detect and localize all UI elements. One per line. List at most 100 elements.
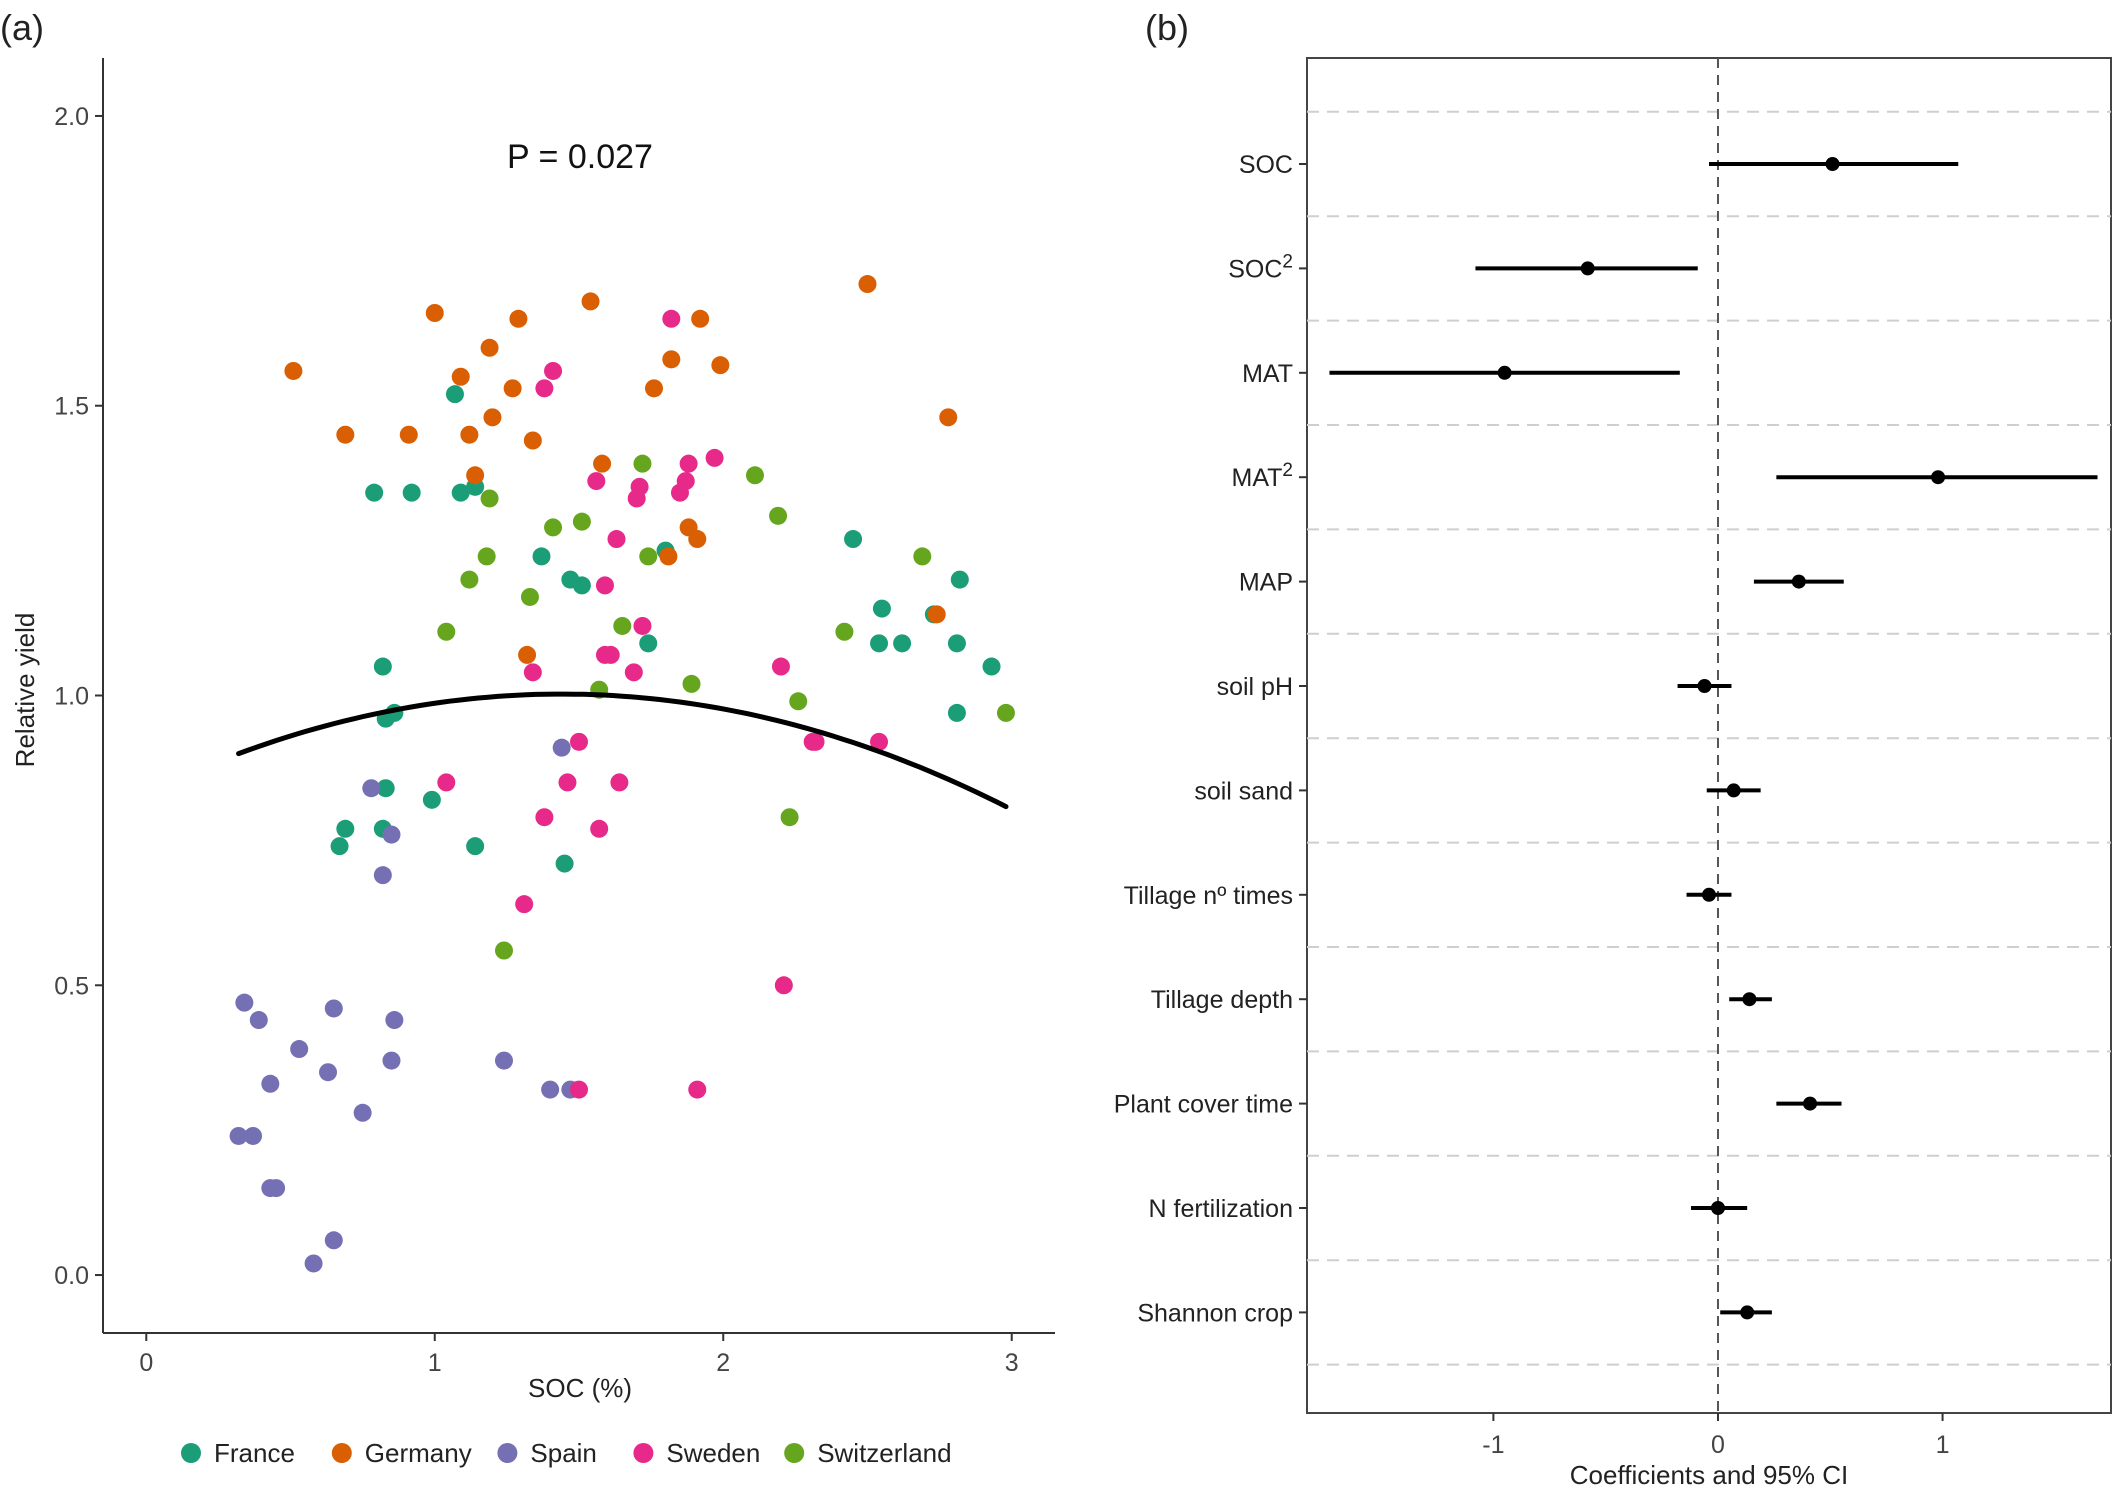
data-point-germany bbox=[466, 466, 485, 485]
data-point-sweden bbox=[570, 1080, 588, 1099]
series-sweden-points bbox=[437, 309, 889, 1099]
data-point-france bbox=[532, 547, 551, 566]
data-point-spain bbox=[244, 1126, 263, 1145]
data-point-france bbox=[445, 385, 464, 404]
data-point-spain bbox=[385, 1011, 404, 1030]
data-point-switzerland bbox=[745, 466, 764, 485]
data-point-germany bbox=[425, 304, 444, 322]
data-point-germany bbox=[659, 547, 678, 566]
data-point-france bbox=[947, 634, 966, 653]
coefficient-point bbox=[1580, 261, 1595, 276]
data-point-switzerland bbox=[639, 547, 658, 566]
coefficient-point bbox=[1742, 992, 1757, 1007]
coefficient-row: Tillage depth bbox=[1151, 986, 1772, 1014]
coefficient-point bbox=[1791, 574, 1806, 589]
data-point-france bbox=[982, 657, 1001, 676]
data-point-spain bbox=[324, 1231, 343, 1250]
data-point-sweden bbox=[806, 732, 825, 751]
data-point-germany bbox=[336, 425, 355, 444]
panel-a-fit-curve bbox=[236, 691, 1009, 810]
data-point-spain bbox=[319, 1063, 338, 1082]
data-point-france bbox=[466, 837, 485, 856]
panel-a-y-axis-title: Relative yield bbox=[10, 613, 40, 768]
data-point-sweden bbox=[607, 530, 626, 549]
coefficient-label: MAT2 bbox=[1232, 460, 1294, 492]
coefficient-row: soil sand bbox=[1194, 777, 1761, 805]
data-point-germany bbox=[593, 454, 612, 473]
data-point-france bbox=[950, 570, 969, 589]
coefficient-label: SOC bbox=[1239, 151, 1293, 179]
data-point-switzerland bbox=[996, 703, 1015, 722]
panel-b-x-tick-label: 0 bbox=[1711, 1431, 1725, 1459]
panel-a-x-tick-label: 3 bbox=[1005, 1349, 1019, 1377]
data-point-france bbox=[893, 634, 912, 653]
coefficient-row: Plant cover time bbox=[1114, 1091, 1842, 1119]
data-point-sweden bbox=[688, 1080, 707, 1099]
data-point-switzerland bbox=[633, 454, 652, 473]
panel-a-label: (a) bbox=[0, 7, 44, 48]
panel-b-forest: (b) SOC SOC2 MAT MAT2 MAP soil pH soil sand Til… bbox=[1114, 7, 2112, 1490]
data-point-spain bbox=[229, 1126, 248, 1145]
coefficient-label: soil pH bbox=[1217, 673, 1293, 701]
coefficient-label: SOC2 bbox=[1228, 251, 1293, 283]
panel-b-label: (b) bbox=[1145, 7, 1189, 48]
data-point-spain bbox=[373, 866, 392, 885]
panel-a-x-ticks: 0 1 2 3 bbox=[139, 1333, 1019, 1377]
data-point-sweden bbox=[633, 616, 652, 635]
coefficient-point bbox=[1697, 679, 1712, 693]
panel-b-x-tick-label: -1 bbox=[1482, 1431, 1504, 1459]
data-point-sweden bbox=[570, 732, 588, 751]
data-point-germany bbox=[523, 431, 542, 450]
data-point-switzerland bbox=[437, 622, 456, 641]
data-point-sweden bbox=[662, 309, 681, 328]
data-point-switzerland bbox=[682, 674, 701, 693]
legend-label: Germany bbox=[365, 1438, 472, 1468]
data-point-germany bbox=[858, 275, 877, 294]
data-point-sweden bbox=[515, 895, 534, 914]
data-point-germany bbox=[460, 425, 479, 444]
coefficient-row: soil pH bbox=[1217, 673, 1732, 701]
series-switzerland-points bbox=[437, 454, 1015, 960]
data-point-germany bbox=[480, 338, 499, 357]
data-point-france bbox=[422, 790, 441, 809]
data-point-germany bbox=[509, 309, 528, 328]
coefficient-point bbox=[1702, 887, 1716, 902]
coefficient-point bbox=[1710, 1201, 1725, 1215]
panel-b-plot-frame bbox=[1306, 57, 2112, 1414]
data-point-france bbox=[639, 634, 658, 653]
coefficient-point bbox=[1726, 783, 1741, 798]
data-point-sweden bbox=[544, 361, 563, 380]
coefficient-label: Shannon crop bbox=[1137, 1299, 1293, 1327]
data-point-sweden bbox=[870, 732, 889, 751]
panel-a-y-ticks: 0.0 0.5 1.0 1.5 2.0 bbox=[54, 103, 103, 1290]
data-point-sweden bbox=[558, 773, 577, 792]
coefficient-row: MAP bbox=[1239, 569, 1844, 597]
data-point-switzerland bbox=[913, 547, 932, 566]
legend-swatch bbox=[784, 1443, 805, 1463]
coefficient-label: N fertilization bbox=[1149, 1195, 1294, 1223]
coefficient-point bbox=[1803, 1096, 1818, 1111]
panel-a-y-tick-label: 2.0 bbox=[54, 103, 89, 131]
data-point-germany bbox=[645, 379, 664, 398]
coefficient-row: Shannon crop bbox=[1137, 1299, 1772, 1327]
data-point-spain bbox=[249, 1011, 268, 1030]
coefficient-label: soil sand bbox=[1194, 777, 1293, 805]
panel-a-y-tick-label: 0.5 bbox=[54, 972, 89, 1000]
data-point-spain bbox=[552, 738, 571, 757]
legend-item-switzerland: Switzerland bbox=[784, 1438, 952, 1468]
coefficient-row: SOC bbox=[1239, 151, 1959, 179]
panel-a-y-tick-label: 0.0 bbox=[54, 1262, 89, 1290]
legend-label: France bbox=[214, 1438, 295, 1468]
legend-swatch bbox=[331, 1443, 352, 1463]
data-point-spain bbox=[382, 825, 401, 844]
data-point-germany bbox=[688, 530, 707, 549]
panel-b-x-tick-label: 1 bbox=[1936, 1431, 1950, 1459]
data-point-spain bbox=[235, 993, 254, 1012]
data-point-sweden bbox=[535, 808, 554, 827]
data-point-germany bbox=[503, 379, 522, 398]
data-point-sweden bbox=[771, 657, 790, 676]
panel-b-gridlines bbox=[1307, 110, 2111, 1366]
data-point-switzerland bbox=[480, 489, 499, 508]
data-point-switzerland bbox=[789, 692, 808, 711]
